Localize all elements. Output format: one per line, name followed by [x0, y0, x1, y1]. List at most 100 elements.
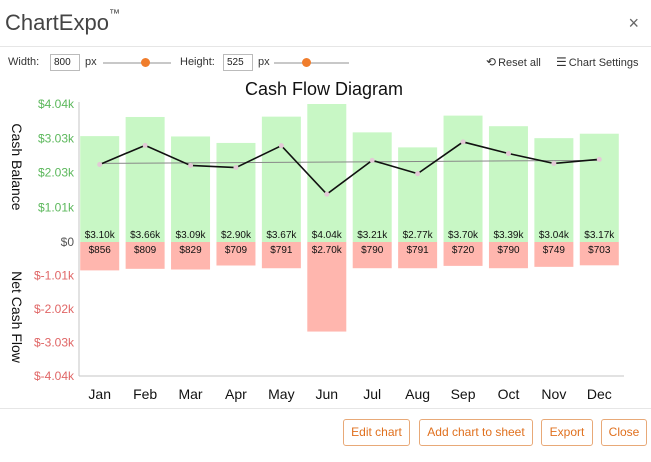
net-cash-flow-bar — [488, 242, 528, 269]
line-point — [324, 191, 330, 197]
y-tick-label: $-1.01k — [34, 269, 75, 283]
y-tick-label: $3.03k — [38, 132, 75, 146]
line-point — [97, 161, 103, 167]
y-tick-label: $2.03k — [38, 166, 75, 180]
y-tick-label: $0 — [61, 235, 75, 249]
cash-balance-bar — [579, 133, 619, 242]
divider — [0, 408, 651, 409]
reset-all-button[interactable]: ⟲ Reset all — [486, 55, 541, 69]
cash-balance-bar — [171, 136, 211, 242]
y-axis-title-top: Cash Balance — [9, 123, 25, 210]
cash-balance-label: $3.67k — [266, 230, 297, 241]
net-cash-flow-label: $809 — [134, 245, 157, 256]
cash-balance-label: $3.66k — [130, 230, 161, 241]
net-cash-flow-bar — [216, 242, 256, 266]
width-label: Width: — [8, 56, 40, 68]
x-tick-label: Jan — [88, 386, 111, 402]
export-button[interactable]: Export — [541, 419, 593, 446]
divider — [0, 46, 651, 47]
cash-balance-bar — [488, 126, 528, 242]
reset-all-label: Reset all — [498, 57, 541, 69]
cash-balance-bar — [443, 115, 483, 242]
net-cash-flow-bar — [398, 242, 438, 269]
net-cash-flow-bar — [579, 242, 619, 266]
title-bar: ChartExpo™ × — [0, 0, 651, 46]
series-line — [99, 141, 600, 196]
line-point — [551, 160, 557, 166]
cash-balance-bar — [216, 142, 256, 242]
edit-chart-button[interactable]: Edit chart — [343, 419, 410, 446]
x-tick-label: Mar — [178, 386, 202, 402]
cash-balance-label: $3.09k — [176, 230, 207, 241]
width-input[interactable] — [50, 54, 80, 71]
cash-balance-label: $4.04k — [312, 230, 343, 241]
cash-balance-bar — [534, 138, 574, 242]
y-tick-label: $-3.03k — [34, 336, 75, 350]
line-point — [460, 139, 466, 145]
close-icon[interactable]: × — [628, 13, 639, 33]
line-point — [415, 171, 421, 177]
cash-balance-label: $3.17k — [584, 230, 615, 241]
line-point — [188, 162, 194, 168]
x-tick-label: Apr — [225, 386, 247, 402]
x-tick-label: Nov — [541, 386, 566, 402]
x-tick-label: Sep — [451, 386, 476, 402]
height-label: Height: — [180, 56, 215, 68]
net-cash-flow-bar — [534, 242, 574, 267]
x-tick-label: Oct — [498, 386, 520, 402]
x-tick-label: Aug — [405, 386, 430, 402]
add-chart-to-sheet-button[interactable]: Add chart to sheet — [419, 419, 533, 446]
cash-balance-bar — [261, 116, 301, 242]
line-point — [596, 156, 602, 162]
cash-balance-label: $3.39k — [493, 230, 524, 241]
cash-balance-label: $3.10k — [85, 230, 116, 241]
cash-balance-bar — [80, 136, 120, 242]
y-tick-label: $4.04k — [38, 97, 75, 111]
close-button[interactable]: Close — [601, 419, 647, 446]
x-tick-label: Jul — [363, 386, 381, 402]
chart-settings-label: Chart Settings — [568, 57, 639, 69]
line-point — [369, 157, 375, 163]
height-unit: px — [258, 56, 270, 68]
x-tick-label: Jun — [316, 386, 339, 402]
net-cash-flow-label: $829 — [179, 245, 202, 256]
net-cash-flow-bar — [80, 242, 120, 271]
line-point — [505, 151, 511, 157]
cash-flow-chart: Cash Flow Diagram Cash Balance Net Cash Fl… — [9, 79, 624, 402]
net-cash-flow-bar — [307, 242, 347, 332]
net-cash-flow-bar — [171, 242, 211, 270]
width-slider-thumb[interactable] — [141, 58, 151, 67]
cash-balance-bar — [398, 147, 438, 242]
cash-balance-label: $2.90k — [221, 230, 252, 241]
height-input[interactable] — [223, 54, 253, 71]
net-cash-flow-label: $720 — [452, 245, 475, 256]
net-cash-flow-bar — [125, 242, 165, 269]
chart-settings-button[interactable]: ☰ Chart Settings — [556, 55, 638, 69]
width-unit: px — [85, 56, 97, 68]
net-cash-flow-bar — [261, 242, 301, 269]
net-cash-flow-label: $790 — [497, 245, 520, 256]
cash-balance-bar — [125, 116, 165, 242]
net-cash-flow-label: $749 — [543, 245, 566, 256]
width-slider[interactable] — [103, 58, 171, 67]
y-tick-label: $-2.02k — [34, 302, 75, 316]
height-slider-thumb[interactable] — [301, 58, 311, 67]
height-slider[interactable] — [274, 58, 349, 67]
y-axis-title-bottom: Net Cash Flow — [9, 271, 25, 364]
cash-balance-label: $3.70k — [448, 230, 479, 241]
line-point — [233, 165, 239, 171]
net-cash-flow-bar — [352, 242, 392, 269]
net-cash-flow-label: $2.70k — [312, 245, 343, 256]
net-cash-flow-label: $790 — [361, 245, 384, 256]
cash-balance-bar — [352, 132, 392, 242]
cash-balance-label: $2.77k — [403, 230, 434, 241]
net-cash-flow-bar — [443, 242, 483, 266]
reset-icon: ⟲ — [486, 55, 497, 69]
line-point — [278, 143, 284, 149]
chart-title: Cash Flow Diagram — [245, 79, 403, 99]
net-cash-flow-label: $703 — [588, 245, 611, 256]
net-cash-flow-label: $856 — [89, 245, 112, 256]
net-cash-flow-label: $791 — [270, 245, 293, 256]
cash-balance-label: $3.21k — [357, 230, 388, 241]
toolbar: Width: px Height: px ⟲Reset all ☰Chart S… — [0, 51, 651, 75]
